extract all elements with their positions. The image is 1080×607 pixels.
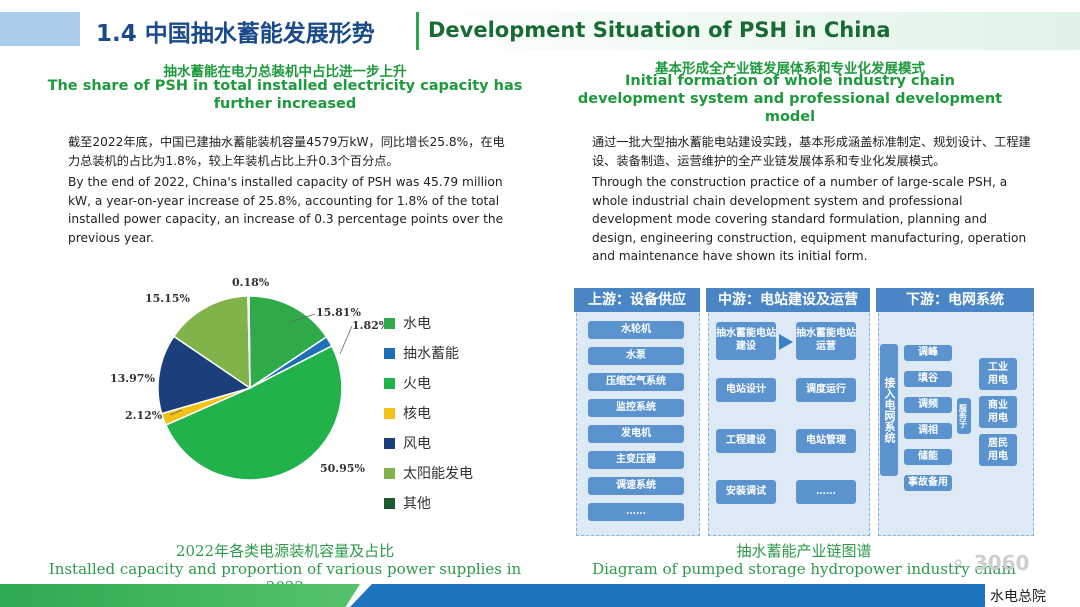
watermark-account: 3060 [973,551,1030,575]
legend-swatch [384,407,395,419]
downstream-user-item: 商业用电 [979,396,1017,428]
legend-label: 抽水蓄能 [403,346,459,362]
footer-bar-green [0,584,360,607]
pie-label-2: 50.95% [320,462,365,475]
downstream-service-item: 填谷 [904,371,952,387]
midstream-right-item: 调度运行 [796,378,856,402]
midstream-title: 中游：电站建设及运营 [706,288,870,312]
legend-swatch [384,317,395,329]
pie-chart: 15.81%1.82% 50.95% 2.12% 13.97% 15.15% 0.18% [110,276,390,481]
downstream-title: 下游：电网系统 [876,288,1034,312]
midstream-right-item: 电站管理 [796,429,856,453]
pie-label-3: 2.12% [125,409,163,422]
legend-label: 太阳能发电 [403,466,473,482]
legend-swatch [384,347,395,359]
legend-label: 核电 [403,406,431,422]
upstream-item: …… [588,503,684,521]
legend-item: 其他 [384,488,473,518]
upstream-item: 水轮机 [588,321,684,339]
downstream-service-item: 调相 [904,423,952,439]
footer-bar-blue [350,584,1080,607]
midstream-left-item: 安装调试 [716,480,776,504]
legend-swatch [384,437,395,449]
pie-slice-0 [248,295,328,390]
midstream-left-item: 电站设计 [716,378,776,402]
legend-label: 风电 [403,436,431,452]
pie-slice-4 [157,335,252,415]
right-subtitle-en: Initial formation of whole industry chai… [577,73,1003,125]
right-paragraph-en: Through the construction practice of a n… [592,175,1027,263]
leader-line-0 [289,313,316,323]
downstream-user-item: 工业用电 [979,358,1017,390]
serve-arrow-box: 服务于 [957,398,971,434]
upstream-item: 水泵 [588,347,684,365]
pie-label-6: 0.18% [232,276,270,289]
wechat-watermark: ⚬ 3060 [950,551,1029,575]
legend-label: 水电 [403,316,431,332]
pie-label-5: 15.15% [145,292,190,305]
upstream-item: 发电机 [588,425,684,443]
downstream-user-item: 居民用电 [979,434,1017,466]
downstream-service-item: 储能 [904,449,952,465]
right-subtitle-cn: 基本形成全产业链发展体系和专业化发展模式 [655,61,925,77]
right-caption-cn: 抽水蓄能产业链图谱 [736,542,872,560]
leader-line-1 [339,325,353,355]
mid-build-box: 抽水蓄能电站建设 [716,322,776,360]
legend-swatch [384,497,395,509]
pie-slice-5 [172,295,251,390]
upstream-title: 上游：设备供应 [574,288,700,312]
legend-label: 火电 [403,376,431,392]
legend-item: 核电 [384,398,473,428]
pie-label-1: 1.82% [352,319,390,332]
legend-item: 水电 [384,308,473,338]
left-subtitle-en: The share of PSH in total installed elec… [47,78,523,112]
pie-label-4: 13.97% [110,372,155,385]
leader-line-2 [169,409,183,416]
right-paragraph-cn: 通过一批大型抽水蓄能电站建设实践，基本形成涵盖标准制定、规划设计、工程建设、装备… [592,135,1031,168]
midstream-right-item: …… [796,480,856,504]
legend-item: 太阳能发电 [384,458,473,488]
watermark-org: 水电总院 [990,589,1046,605]
chart-legend: 水电抽水蓄能火电核电风电太阳能发电其他 [384,308,473,518]
arrow-right-icon [779,334,793,350]
left-paragraph-en: By the end of 2022, China's installed ca… [68,175,504,245]
industry-chain-diagram: 上游：设备供应 水轮机水泵压缩空气系统 监控系统发电机主变压器调速系统 …… 中游：… [574,288,1034,536]
pie-label-0: 15.81% [316,306,361,319]
midstream-left-item: 工程建设 [716,429,776,453]
legend-swatch [384,467,395,479]
mid-operate-box: 抽水蓄能电站运营 [796,322,856,360]
left-subtitle-cn: 抽水蓄能在电力总装机中占比进一步上升 [163,64,407,80]
grid-access-box: 接入电网系统 [880,344,898,476]
downstream-service-item: 调频 [904,397,952,413]
left-paragraph-cn: 截至2022年底，中国已建抽水蓄能装机容量4579万kW，同比增长25.8%，在… [68,135,505,168]
upstream-item: 主变压器 [588,451,684,469]
left-caption-cn: 2022年各类电源装机容量及占比 [175,542,395,560]
legend-label: 其他 [403,496,431,512]
header-banner [416,12,1080,50]
legend-item: 火电 [384,368,473,398]
legend-item: 风电 [384,428,473,458]
upstream-item: 压缩空气系统 [588,373,684,391]
legend-item: 抽水蓄能 [384,338,473,368]
page-title-en: Development Situation of PSH in China [428,18,891,42]
downstream-service-item: 事故备用 [904,475,952,491]
header-accent-bar [0,12,80,46]
upstream-item: 调速系统 [588,477,684,495]
upstream-item: 监控系统 [588,399,684,417]
downstream-service-item: 调峰 [904,345,952,361]
pie-slice-2 [164,344,343,481]
footer-watermark-bg [985,582,1080,607]
page-title-cn: 1.4 中国抽水蓄能发展形势 [96,21,375,47]
legend-swatch [384,377,395,389]
pie-slice-6 [247,295,251,389]
wechat-icon: ⚬ [950,551,967,575]
right-caption-en: Diagram of pumped storage hydropower ind… [592,560,1016,578]
